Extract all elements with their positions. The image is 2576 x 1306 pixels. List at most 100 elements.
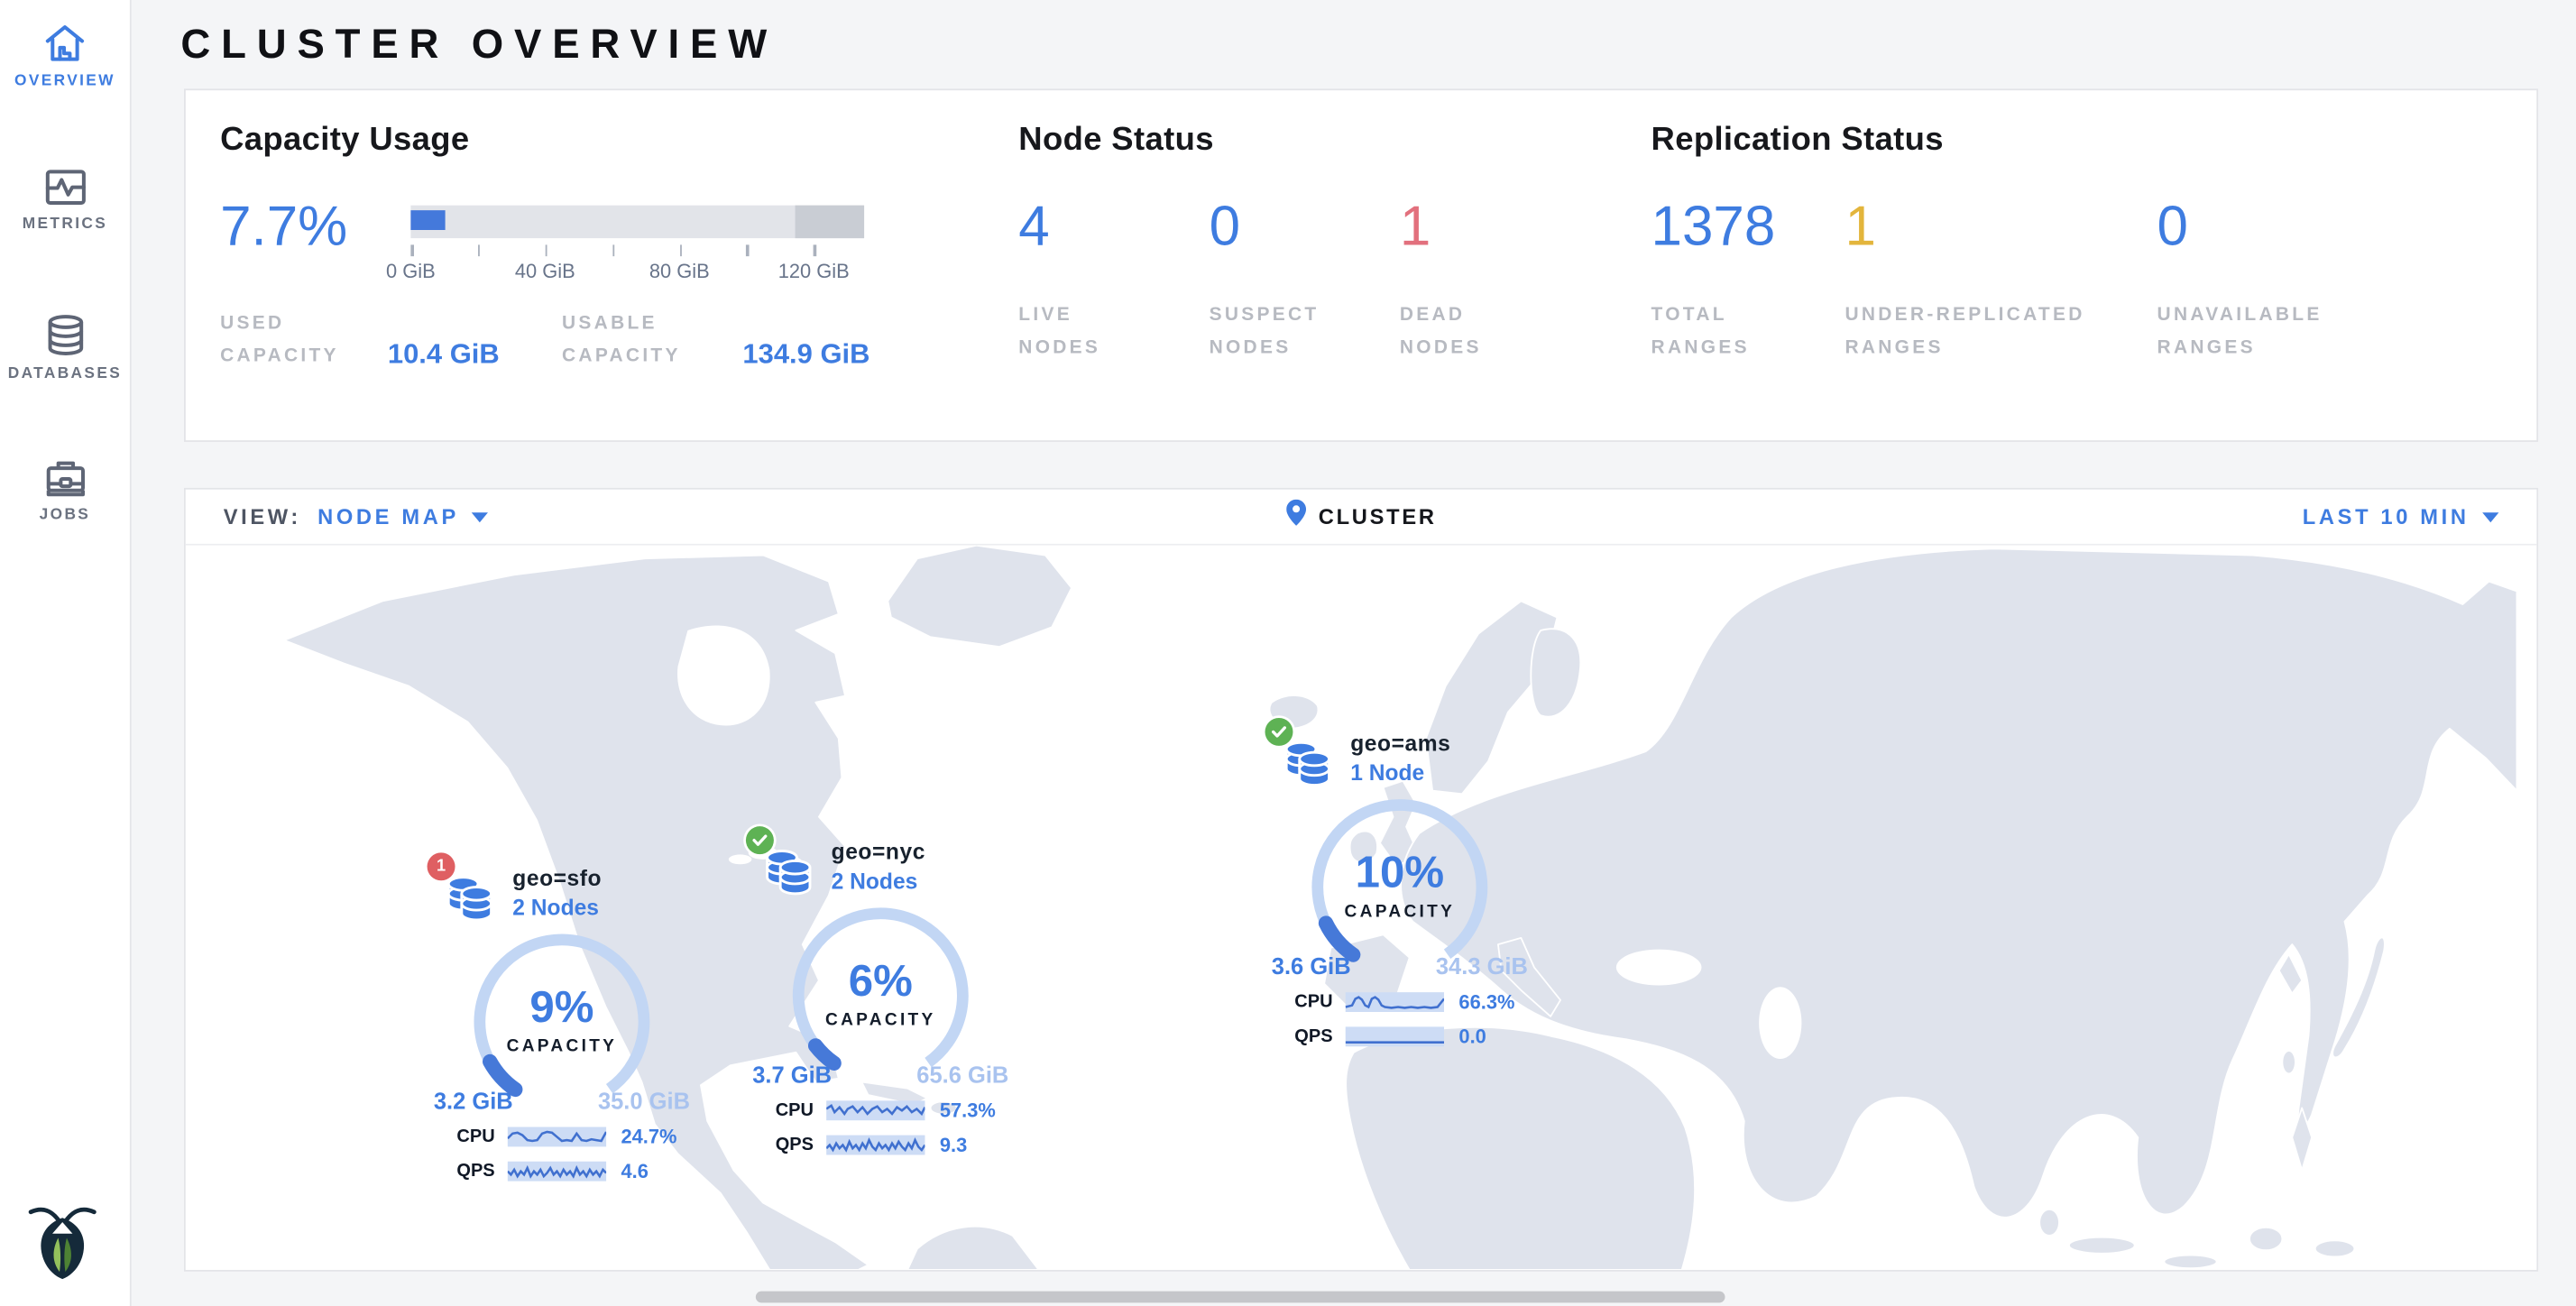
- node-map-toolbar: VIEW: NODE MAP CLUSTER LAST 10 MIN: [185, 489, 2537, 546]
- sidebar-item-databases[interactable]: DATABASES: [0, 314, 130, 383]
- cluster-summary-panel: Capacity Usage 7.7%: [184, 88, 2539, 442]
- axis-tick-label: 120 GiB: [777, 259, 850, 283]
- under-replicated-stat: 1 UNDER-REPLICATED RANGES: [1845, 198, 2157, 364]
- qps-label: QPS: [456, 1161, 495, 1182]
- gauge-capacity-label: CAPACITY: [824, 1009, 936, 1030]
- qps-sparkline: [1345, 1026, 1445, 1047]
- gauge-capacity-label: CAPACITY: [1344, 901, 1456, 922]
- suspect-nodes-value: 0: [1209, 195, 1241, 258]
- horizontal-scrollbar[interactable]: [755, 1291, 1725, 1303]
- sidebar-item-overview[interactable]: OVERVIEW: [0, 22, 130, 90]
- database-icon: [45, 314, 85, 356]
- cpu-label: CPU: [1294, 992, 1333, 1012]
- locality-used-capacity: 3.7 GiB: [752, 1061, 833, 1088]
- healthy-badge: [1265, 717, 1293, 746]
- live-nodes-value: 4: [1018, 195, 1050, 258]
- usable-capacity-value: 134.9 GiB: [742, 338, 870, 371]
- chevron-down-icon: [2482, 511, 2499, 522]
- qps-label: QPS: [775, 1135, 814, 1155]
- axis-tick-label: 40 GiB: [514, 259, 575, 283]
- capacity-gauge: 6% CAPACITY: [786, 900, 976, 1086]
- capacity-bar-other-segment: [795, 205, 865, 239]
- cpu-value: 57.3%: [939, 1099, 996, 1123]
- capacity-axis: 0 GiB 40 GiB 80 GiB 120 GiB: [386, 238, 864, 290]
- replication-status-title: Replication Status: [1651, 121, 1944, 158]
- qps-sparkline: [507, 1161, 607, 1182]
- map-pin-icon: [1285, 499, 1306, 534]
- qps-label: QPS: [1294, 1026, 1333, 1047]
- capacity-bar: 0 GiB 40 GiB 80 GiB 120 GiB: [386, 205, 865, 291]
- node-status-title: Node Status: [1018, 121, 1214, 158]
- qps-value: 4.6: [621, 1159, 649, 1183]
- dead-nodes-label: DEAD NODES: [1399, 305, 1482, 359]
- briefcase-icon: [43, 458, 86, 498]
- locality-name: geo=ams: [1350, 731, 1451, 756]
- used-capacity-value: 10.4 GiB: [387, 338, 500, 371]
- time-window-value: LAST 10 MIN: [2302, 504, 2470, 529]
- total-ranges-value: 1378: [1651, 195, 1776, 258]
- total-ranges-label: TOTAL RANGES: [1651, 305, 1750, 359]
- nodes-stack-icon: [1265, 717, 1336, 789]
- breadcrumb: CLUSTER: [1318, 504, 1437, 529]
- locality-name: geo=nyc: [831, 839, 925, 865]
- sidebar-item-label: METRICS: [22, 215, 108, 234]
- capacity-usage-title: Capacity Usage: [220, 121, 470, 158]
- locality-marker-nyc[interactable]: geo=nyc 2 Nodes 6% CAPACITY: [745, 826, 1010, 1157]
- suspect-nodes-label: SUSPECT NODES: [1209, 305, 1320, 359]
- unavailable-ranges-value: 0: [2157, 195, 2189, 258]
- healthy-badge: [745, 826, 774, 855]
- nodes-stack-icon: [745, 826, 817, 897]
- sidebar-item-label: DATABASES: [7, 364, 123, 383]
- cpu-sparkline: [507, 1127, 607, 1147]
- view-selector-dropdown[interactable]: NODE MAP: [317, 504, 489, 529]
- qps-value: 0.0: [1458, 1025, 1486, 1049]
- dead-nodes-stat: 1 DEAD NODES: [1400, 198, 1590, 364]
- home-icon: [42, 22, 87, 64]
- sidebar: OVERVIEW METRICS DATABASES: [0, 0, 132, 1306]
- live-nodes-label: LIVE NODES: [1018, 305, 1101, 359]
- replication-status-section: Replication Status 1378 TOTAL RANGES 1 U…: [1651, 122, 2537, 440]
- view-selector-value: NODE MAP: [317, 504, 459, 529]
- capacity-used-percent: 7.7%: [220, 195, 348, 258]
- cpu-sparkline: [1345, 992, 1445, 1012]
- cpu-sparkline: [826, 1100, 925, 1121]
- live-nodes-stat: 4 LIVE NODES: [1018, 198, 1209, 364]
- cpu-label: CPU: [456, 1127, 495, 1147]
- node-map-panel: VIEW: NODE MAP CLUSTER LAST 10 MIN: [184, 487, 2539, 1272]
- capacity-gauge: 10% CAPACITY: [1304, 792, 1495, 977]
- world-map: [283, 545, 2518, 1270]
- node-map: 1: [185, 545, 2537, 1270]
- sidebar-item-label: OVERVIEW: [14, 72, 115, 91]
- page-title: CLUSTER OVERVIEW: [180, 21, 778, 68]
- sidebar-item-metrics[interactable]: METRICS: [0, 168, 130, 234]
- capacity-usage-section: Capacity Usage 7.7%: [220, 122, 1018, 440]
- under-replicated-value: 1: [1845, 195, 1876, 258]
- sidebar-item-jobs[interactable]: JOBS: [0, 458, 130, 524]
- chevron-down-icon: [472, 511, 489, 522]
- time-window-dropdown[interactable]: LAST 10 MIN: [2303, 504, 2499, 529]
- qps-sparkline: [826, 1135, 925, 1155]
- node-status-section: Node Status 4 LIVE NODES 0 SUSPECT NODES…: [1018, 122, 1651, 440]
- cpu-label: CPU: [775, 1100, 814, 1121]
- unavailable-ranges-stat: 0 UNAVAILABLE RANGES: [2157, 198, 2338, 364]
- cpu-value: 66.3%: [1458, 990, 1515, 1014]
- gauge-capacity-label: CAPACITY: [506, 1035, 618, 1056]
- locality-marker-ams[interactable]: geo=ams 1 Node 10% CAPACITY: [1265, 717, 1530, 1049]
- locality-used-capacity: 3.2 GiB: [433, 1087, 513, 1114]
- cockroachdb-logo[interactable]: [26, 1198, 98, 1280]
- sidebar-item-label: JOBS: [39, 506, 91, 525]
- used-capacity-label: USED CAPACITY: [220, 313, 339, 367]
- qps-value: 9.3: [939, 1133, 968, 1157]
- total-ranges-stat: 1378 TOTAL RANGES: [1651, 198, 1845, 364]
- gauge-percent: 6%: [848, 956, 913, 1007]
- locality-used-capacity: 3.6 GiB: [1271, 952, 1351, 980]
- main-content: CLUSTER OVERVIEW Capacity Usage 7.7%: [132, 0, 2576, 1306]
- cpu-value: 24.7%: [621, 1125, 677, 1149]
- locality-node-count: 2 Nodes: [512, 895, 599, 920]
- dead-node-badge: 1: [427, 852, 455, 881]
- locality-marker-sfo[interactable]: 1: [427, 852, 692, 1183]
- locality-name: geo=sfo: [512, 865, 603, 891]
- metrics-icon: [43, 168, 86, 207]
- usable-capacity-label: USABLE CAPACITY: [562, 313, 681, 367]
